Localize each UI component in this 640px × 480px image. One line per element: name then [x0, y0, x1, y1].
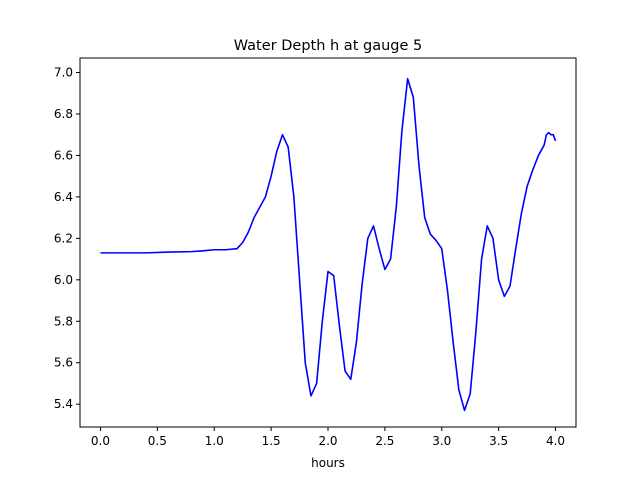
x-axis: 0.0 0.5 1.0 1.5 2.0 2.5 3.0 3.5 4.0 — [91, 427, 565, 448]
x-tick-label: 0.0 — [91, 434, 110, 448]
y-axis: 5.4 5.6 5.8 6.0 6.2 6.4 6.6 6.8 7.0 — [54, 66, 80, 411]
plot-frame — [79, 57, 577, 428]
x-tick-label: 2.5 — [375, 434, 394, 448]
y-tick-label: 5.6 — [54, 356, 73, 370]
x-tick-label: 2.0 — [318, 434, 337, 448]
x-tick-label: 1.5 — [262, 434, 281, 448]
chart-title: Water Depth h at gauge 5 — [234, 38, 422, 54]
x-tick-label: 3.5 — [489, 434, 508, 448]
y-tick-label: 6.4 — [54, 190, 73, 204]
series-line — [100, 77, 557, 412]
x-tick-label: 4.0 — [546, 434, 565, 448]
x-tick-label: 3.0 — [432, 434, 451, 448]
y-tick-label: 6.2 — [54, 231, 73, 245]
x-tick-label: 1.0 — [205, 434, 224, 448]
y-tick-label: 5.8 — [54, 314, 73, 328]
y-tick-label: 6.6 — [54, 148, 73, 162]
x-tick-label: 0.5 — [148, 434, 167, 448]
y-tick-label: 5.4 — [54, 397, 73, 411]
y-tick-label: 7.0 — [54, 66, 73, 80]
y-tick-label: 6.8 — [54, 107, 73, 121]
plot-area — [79, 57, 577, 428]
x-axis-label: hours — [311, 456, 345, 470]
y-tick-label: 6.0 — [54, 273, 73, 287]
